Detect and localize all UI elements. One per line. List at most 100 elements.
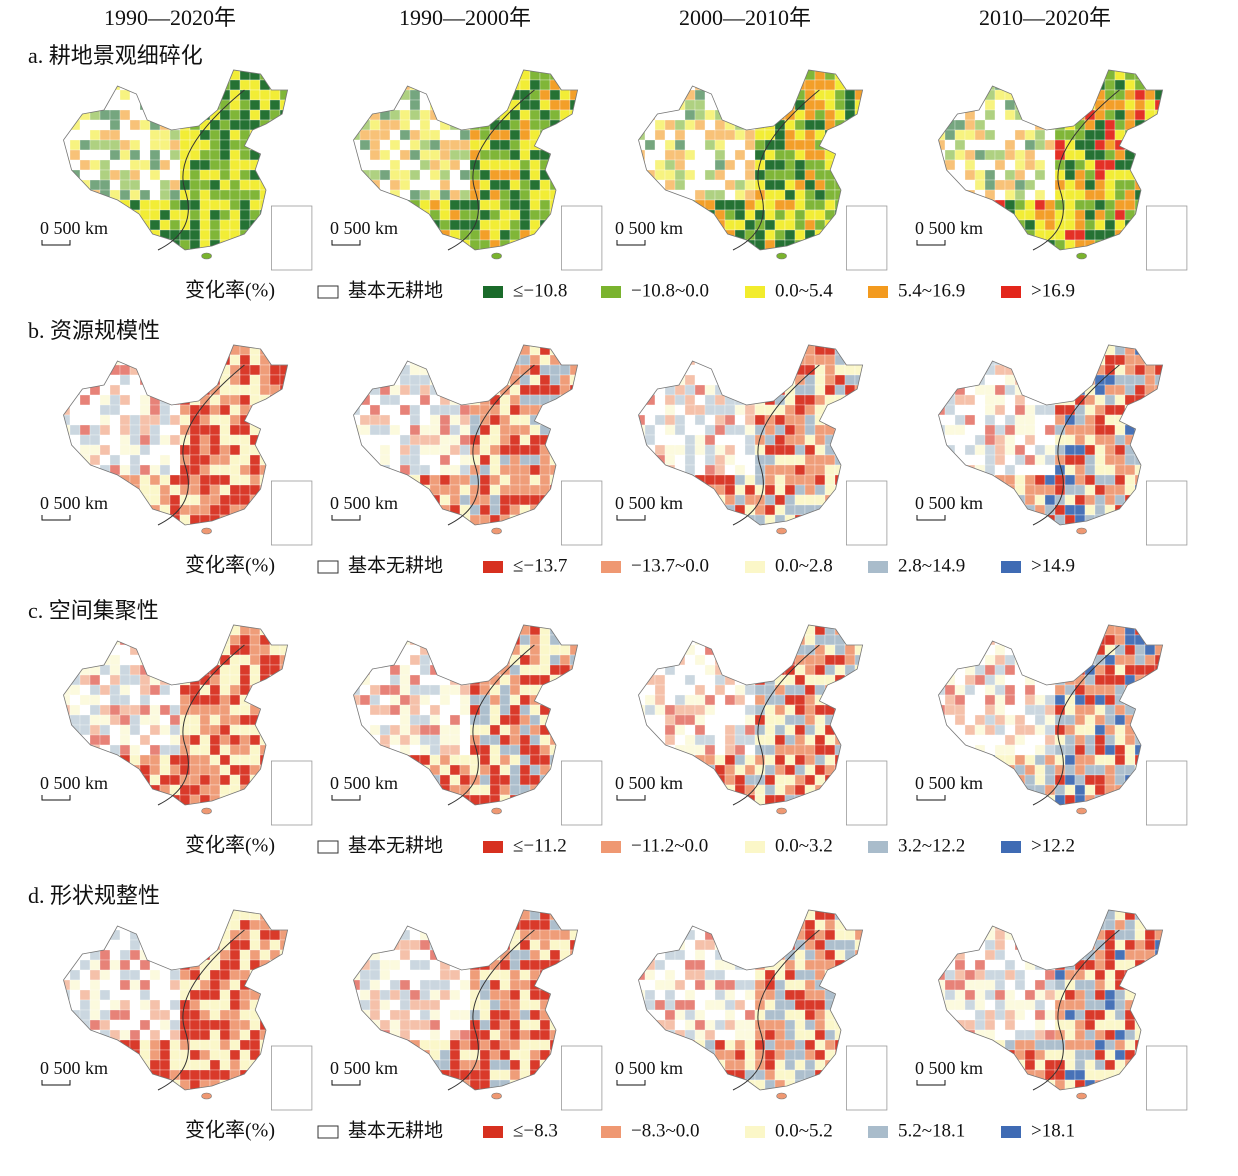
map-cell xyxy=(190,260,200,270)
map-cell xyxy=(938,384,946,396)
map-cell xyxy=(1124,239,1136,250)
map-cell xyxy=(119,354,131,366)
map-cell xyxy=(854,169,863,181)
map-cell xyxy=(984,249,996,250)
map-cell xyxy=(580,375,590,385)
map-cell xyxy=(984,229,996,241)
map-cell xyxy=(815,260,825,270)
map-cell xyxy=(1024,464,1036,476)
map-cell xyxy=(50,465,60,475)
map-cell xyxy=(654,524,666,525)
map-cell xyxy=(70,535,80,545)
map-cell xyxy=(359,514,371,525)
map-cell xyxy=(129,444,141,456)
map-cell xyxy=(735,260,745,270)
map-cell xyxy=(340,345,350,355)
map-cell xyxy=(310,645,320,655)
map-cell xyxy=(79,464,91,476)
map-cell xyxy=(189,229,201,241)
map-cell xyxy=(938,109,946,121)
map-cell xyxy=(654,454,666,466)
map-cell xyxy=(189,374,201,386)
map-cell xyxy=(569,364,578,376)
map-cell xyxy=(644,249,656,250)
map-cell xyxy=(569,345,578,356)
map-cell xyxy=(1124,374,1136,386)
map-cell xyxy=(119,70,131,81)
map-cell xyxy=(269,374,281,386)
map-cell xyxy=(1054,524,1066,525)
map-cell xyxy=(925,535,935,545)
map-cell xyxy=(100,260,110,270)
map-cell xyxy=(509,209,521,221)
map-cell xyxy=(664,199,676,211)
legend-swatch xyxy=(1001,561,1021,573)
hainan xyxy=(776,252,787,260)
map-cell xyxy=(129,199,141,211)
map-cell xyxy=(310,675,320,685)
map-cell xyxy=(529,159,541,171)
map-cell xyxy=(399,494,411,506)
map-cell xyxy=(1144,119,1156,131)
map-cell xyxy=(944,424,956,436)
map-cell xyxy=(954,169,966,181)
map-cell xyxy=(804,414,816,426)
map-cell xyxy=(369,189,381,201)
map-cell xyxy=(290,100,300,110)
map-cell xyxy=(1104,79,1116,91)
map-cell xyxy=(684,89,696,101)
map-cell xyxy=(569,424,578,436)
map-cell xyxy=(684,404,696,416)
map-cell xyxy=(754,139,766,151)
map-cell xyxy=(149,744,161,756)
map-cell xyxy=(885,90,895,100)
map-cell xyxy=(63,754,71,766)
map-cell xyxy=(400,260,410,270)
map-cell xyxy=(590,140,600,150)
map-cell xyxy=(580,100,590,110)
map-cell xyxy=(239,524,251,525)
map-cell xyxy=(1124,504,1136,516)
map-cell xyxy=(674,454,686,466)
map-cell xyxy=(764,345,776,356)
map-cell xyxy=(519,239,531,250)
map-cell xyxy=(290,665,300,675)
map-cell xyxy=(714,199,726,211)
map-cell xyxy=(784,169,796,181)
map-cell xyxy=(199,654,211,666)
map-cell xyxy=(479,119,491,131)
map-cell xyxy=(964,514,976,525)
map-cell xyxy=(684,514,696,525)
map-cell xyxy=(89,454,101,466)
map-cell xyxy=(89,149,101,161)
map-cell xyxy=(704,504,716,516)
map-cell xyxy=(674,354,686,366)
map-cell xyxy=(389,434,401,446)
map-cell xyxy=(684,494,696,506)
map-cell xyxy=(290,140,300,150)
map-cell xyxy=(399,179,411,191)
map-cell xyxy=(1144,70,1156,81)
map-cell xyxy=(199,345,211,356)
map-cell xyxy=(109,524,121,525)
map-cell xyxy=(159,754,171,766)
map-cell xyxy=(249,199,261,211)
map-cell xyxy=(1034,99,1046,111)
map-cell xyxy=(300,395,310,405)
map-cell xyxy=(1124,189,1136,201)
map-cell xyxy=(1124,79,1136,91)
map-cell xyxy=(429,249,441,250)
map-cell xyxy=(249,804,261,805)
map-cell xyxy=(450,535,460,545)
map-cell xyxy=(310,190,320,200)
map-cell xyxy=(419,414,431,426)
map-cell xyxy=(279,734,288,746)
map-cell xyxy=(664,414,676,426)
map-cell xyxy=(419,394,431,406)
map-cell xyxy=(854,414,863,426)
map-cell xyxy=(1044,189,1056,201)
map-cell xyxy=(994,249,1006,250)
map-cell xyxy=(469,70,481,81)
map-cell xyxy=(189,484,201,496)
map-cell xyxy=(1144,79,1156,91)
